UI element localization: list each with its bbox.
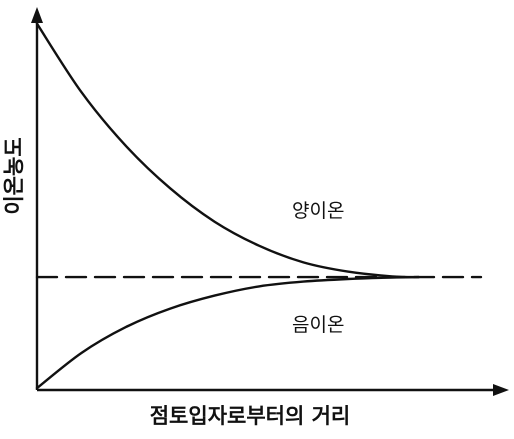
anion-label: 음이온	[292, 314, 344, 336]
cation-label: 양이온	[292, 200, 344, 222]
anion-curve	[35, 275, 420, 390]
y-axis-title: 이온농도	[2, 137, 26, 214]
y-axis-arrowhead	[31, 7, 43, 23]
cation-curve	[35, 22, 420, 279]
axes	[31, 7, 509, 396]
x-axis-arrowhead	[493, 384, 509, 396]
x-axis-title: 점토입자로부터의 거리	[150, 404, 351, 428]
series-layer	[35, 22, 483, 390]
